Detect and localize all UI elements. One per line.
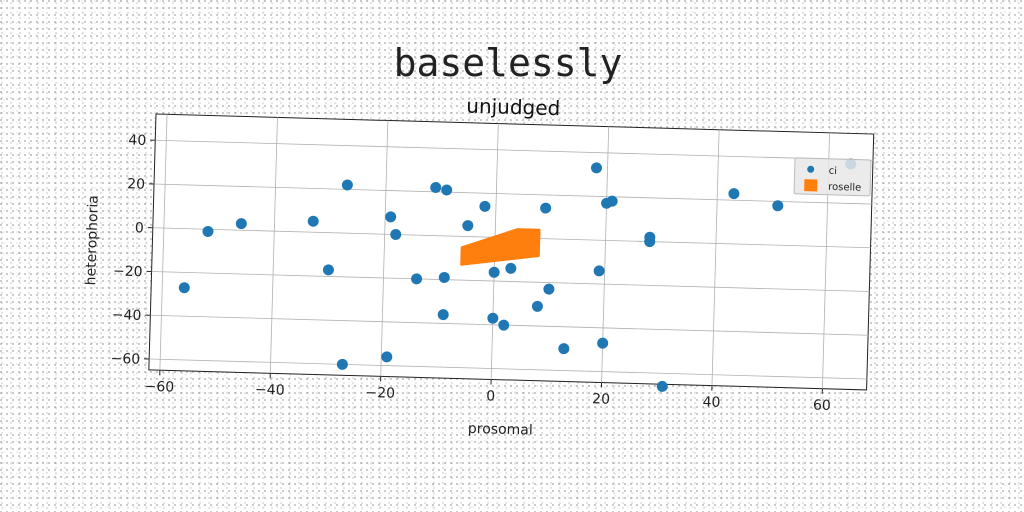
roselle-region [460, 228, 541, 266]
data-point [488, 266, 500, 278]
data-point [656, 380, 668, 392]
y-grid-line [151, 271, 870, 292]
data-point [336, 358, 348, 370]
data-point [438, 271, 450, 283]
data-point [178, 282, 190, 294]
y-axis-label: heterophoria [83, 195, 102, 286]
y-tick-label: 0 [135, 220, 144, 236]
y-grid-line [155, 139, 873, 161]
legend-label-roselle: roselle [828, 182, 861, 194]
y-grid-line [149, 358, 867, 380]
data-point [772, 200, 784, 212]
data-point [441, 184, 453, 196]
data-point [505, 262, 517, 274]
data-point [606, 195, 618, 207]
legend: ci roselle [793, 157, 872, 197]
data-point [531, 300, 543, 312]
y-tick-label: 40 [128, 133, 146, 149]
data-point [235, 218, 247, 230]
x-tick-label: 0 [486, 388, 495, 404]
data-point [498, 319, 510, 331]
x-tick-label: −60 [144, 379, 174, 396]
data-point [558, 343, 570, 355]
data-point [411, 273, 423, 285]
data-point [591, 162, 603, 174]
x-tick-label: 20 [592, 391, 610, 407]
legend-label-ci: ci [829, 166, 838, 177]
x-tick-label: 60 [813, 397, 831, 413]
data-point [540, 202, 552, 214]
data-point [437, 309, 449, 321]
data-point [202, 225, 214, 237]
x-grid-line [159, 114, 168, 371]
y-grid-line [154, 183, 872, 205]
x-grid-line [380, 120, 389, 377]
data-point [479, 200, 491, 212]
data-point [462, 220, 474, 232]
x-grid-line [711, 129, 720, 386]
figure-suptitle: baselessly [394, 41, 623, 85]
data-point [307, 215, 319, 227]
x-tick-label: −40 [255, 382, 285, 399]
y-tick-label: −40 [112, 307, 142, 324]
x-tick-label: −20 [365, 385, 395, 402]
data-point [593, 265, 605, 277]
y-tick-label: 20 [127, 176, 145, 192]
x-axis-label: prosomal [468, 421, 533, 439]
chart-title: unjudged [466, 94, 561, 121]
x-grid-line [269, 117, 278, 374]
data-point [390, 229, 402, 241]
data-point [728, 188, 740, 200]
legend-marker-ci [807, 165, 815, 173]
data-point [487, 312, 499, 324]
data-point [430, 181, 442, 193]
data-point [597, 337, 609, 349]
y-tick-label: −20 [113, 263, 143, 280]
y-grid-line [150, 314, 869, 336]
legend-marker-roselle [804, 179, 818, 192]
x-tick-label: 40 [702, 394, 720, 410]
data-point [543, 283, 555, 295]
data-point [381, 351, 393, 363]
axis-ticks: −60 −40 −20 0 20 40 60 −60 −40 −20 0 20 40 [110, 133, 831, 414]
data-point [322, 264, 334, 276]
data-point [644, 231, 656, 243]
y-tick-label: −60 [110, 351, 140, 368]
data-point [341, 179, 353, 191]
data-point [385, 211, 397, 223]
